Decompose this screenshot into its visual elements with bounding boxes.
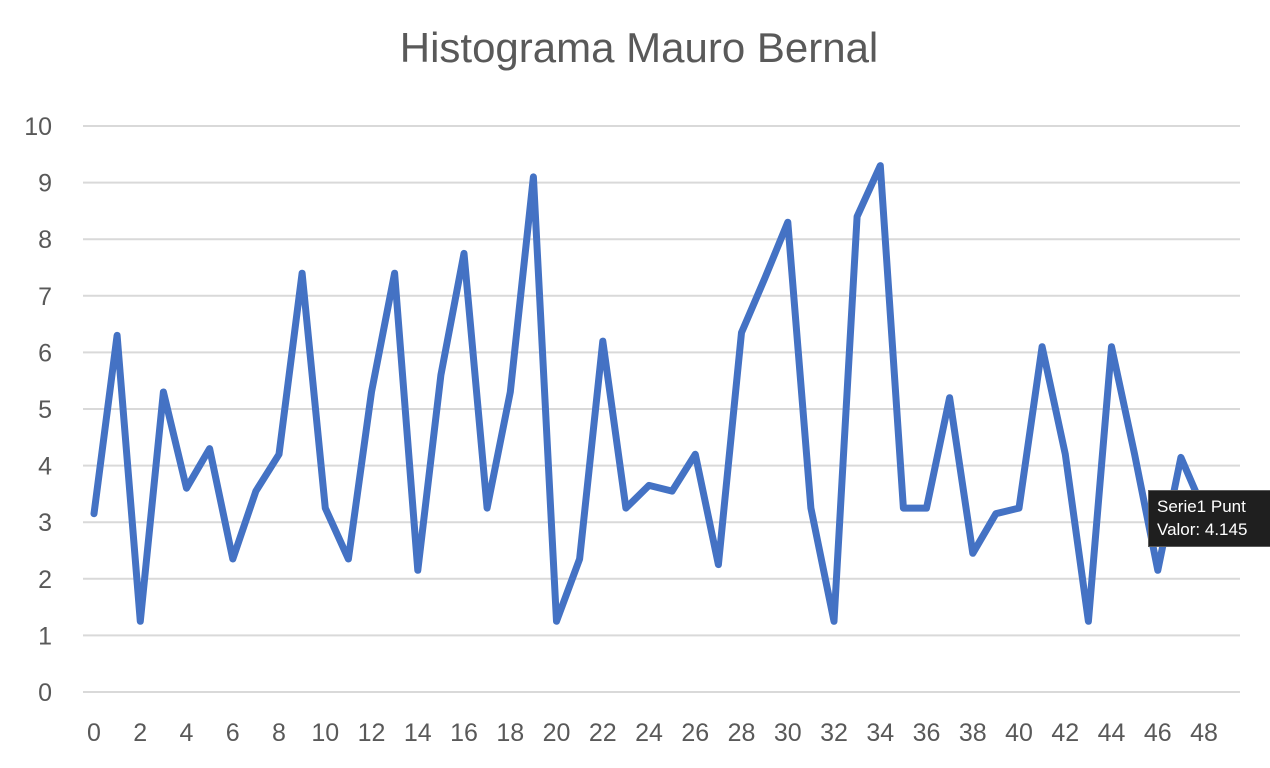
x-tick-label: 46 [1144, 719, 1172, 747]
data-point[interactable] [1083, 616, 1093, 626]
data-point[interactable] [320, 503, 330, 513]
data-point[interactable] [737, 328, 747, 338]
x-tick-label: 0 [87, 719, 101, 747]
data-point[interactable] [783, 217, 793, 227]
data-point[interactable] [112, 330, 122, 340]
data-point[interactable] [760, 274, 770, 284]
data-point[interactable] [390, 268, 400, 278]
data-point[interactable] [621, 503, 631, 513]
data-point[interactable] [922, 503, 932, 513]
data-point[interactable] [182, 483, 192, 493]
x-tick-label: 48 [1190, 719, 1218, 747]
data-point[interactable] [158, 387, 168, 397]
data-point[interactable] [1060, 449, 1070, 459]
x-tick-label: 32 [820, 719, 848, 747]
x-tick-label: 38 [959, 719, 987, 747]
data-point[interactable] [413, 565, 423, 575]
data-point[interactable] [251, 486, 261, 496]
data-point[interactable] [274, 449, 284, 459]
x-tick-label: 6 [226, 719, 240, 747]
data-point[interactable] [205, 444, 215, 454]
x-tick-label: 8 [272, 719, 286, 747]
data-point[interactable] [598, 336, 608, 346]
data-point[interactable] [829, 616, 839, 626]
data-point[interactable] [690, 449, 700, 459]
data-point[interactable] [898, 503, 908, 513]
series-layer[interactable] [89, 161, 1209, 627]
tooltip-value-line: Valor: 4.145 [1157, 520, 1248, 539]
tooltip-series-line: Serie1 Punt [1157, 497, 1246, 516]
data-point[interactable] [713, 560, 723, 570]
y-tick-label: 2 [38, 566, 52, 594]
data-point[interactable] [343, 554, 353, 564]
y-tick-label: 9 [38, 170, 52, 198]
x-tick-label: 2 [133, 719, 147, 747]
data-point[interactable] [436, 370, 446, 380]
y-tick-label: 6 [38, 339, 52, 367]
data-point[interactable] [1176, 452, 1186, 462]
y-tick-label: 1 [38, 622, 52, 650]
data-point[interactable] [135, 616, 145, 626]
x-tick-label: 28 [728, 719, 756, 747]
data-point[interactable] [968, 548, 978, 558]
x-tick-label: 26 [681, 719, 709, 747]
data-point[interactable] [228, 554, 238, 564]
data-point[interactable] [852, 212, 862, 222]
x-tick-label: 10 [311, 719, 339, 747]
data-point[interactable] [459, 248, 469, 258]
x-tick-label: 40 [1005, 719, 1033, 747]
data-point[interactable] [667, 486, 677, 496]
data-point-tooltip: Serie1 Punt Valor: 4.145 [1148, 490, 1270, 547]
y-tick-label: 3 [38, 509, 52, 537]
y-tick-label: 5 [38, 396, 52, 424]
y-tick-label: 0 [38, 679, 52, 707]
chart-title: Histograma Mauro Bernal [399, 24, 879, 71]
x-axis-tick-labels: 0 2 4 6 8 10 12 14 16 18 20 22 24 26 28 30 32 34 36 38 40 42 4… [87, 719, 1218, 747]
data-point[interactable] [482, 503, 492, 513]
y-tick-label: 4 [38, 453, 52, 481]
x-tick-label: 18 [496, 719, 524, 747]
data-point[interactable] [945, 393, 955, 403]
x-tick-label: 44 [1098, 719, 1126, 747]
x-tick-label: 42 [1051, 719, 1079, 747]
data-point[interactable] [1107, 342, 1117, 352]
x-tick-label: 34 [866, 719, 894, 747]
x-tick-label: 30 [774, 719, 802, 747]
data-point[interactable] [1130, 449, 1140, 459]
y-axis-tick-labels: 0 1 2 3 4 5 6 7 8 9 10 [24, 113, 52, 707]
x-tick-label: 12 [358, 719, 386, 747]
y-tick-label: 10 [24, 113, 52, 141]
x-tick-label: 16 [450, 719, 478, 747]
x-tick-label: 24 [635, 719, 663, 747]
data-point[interactable] [806, 503, 816, 513]
data-point[interactable] [575, 554, 585, 564]
x-tick-label: 20 [543, 719, 571, 747]
x-tick-label: 36 [913, 719, 941, 747]
data-point[interactable] [89, 509, 99, 519]
x-tick-label: 14 [404, 719, 432, 747]
data-point[interactable] [367, 387, 377, 397]
gridlines [83, 125, 1240, 693]
data-point[interactable] [644, 480, 654, 490]
x-tick-label: 22 [589, 719, 617, 747]
data-point[interactable] [1037, 342, 1047, 352]
series-line[interactable] [90, 162, 1208, 625]
y-tick-label: 8 [38, 226, 52, 254]
data-point[interactable] [991, 509, 1001, 519]
data-point[interactable] [875, 161, 885, 171]
x-tick-label: 4 [180, 719, 194, 747]
data-point[interactable] [1153, 565, 1163, 575]
data-point[interactable] [552, 616, 562, 626]
data-point[interactable] [1014, 503, 1024, 513]
data-point[interactable] [505, 387, 515, 397]
y-tick-label: 7 [38, 283, 52, 311]
data-point[interactable] [528, 172, 538, 182]
data-point[interactable] [297, 268, 307, 278]
